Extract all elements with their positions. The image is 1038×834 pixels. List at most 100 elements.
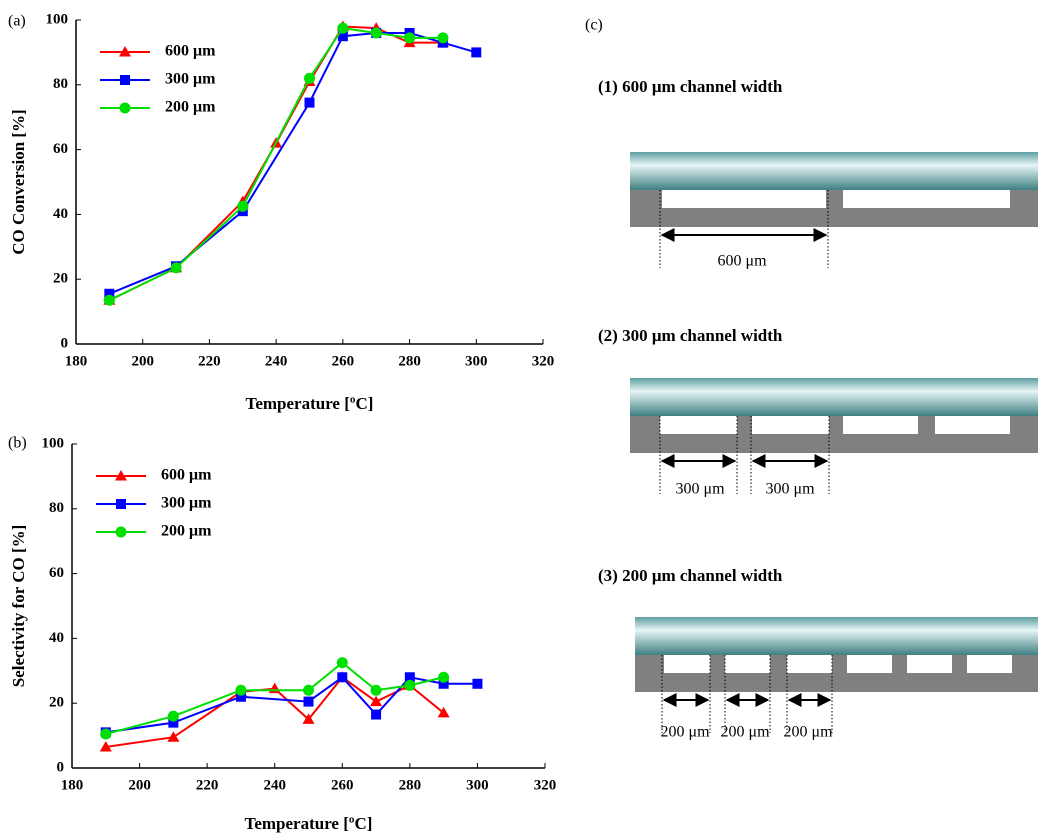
marker	[99, 740, 112, 752]
marker	[237, 200, 249, 212]
panel-label: (c)	[585, 17, 603, 34]
y-tick-label: 100	[46, 11, 69, 27]
marker	[115, 470, 127, 481]
channel	[662, 190, 826, 208]
x-tick-label: 240	[265, 353, 288, 369]
marker	[115, 526, 127, 538]
y-tick-label: 100	[42, 435, 65, 451]
y-tick-label: 80	[49, 500, 64, 516]
panel-label: (b)	[8, 435, 27, 452]
marker	[104, 288, 115, 299]
marker	[167, 731, 180, 742]
y-tick-label: 80	[53, 76, 68, 92]
marker	[167, 710, 179, 722]
marker	[437, 706, 450, 718]
marker	[120, 75, 130, 85]
channel	[935, 416, 1010, 434]
tube	[630, 152, 1038, 190]
marker	[235, 684, 247, 696]
marker	[371, 709, 382, 720]
channel	[843, 416, 918, 434]
marker	[471, 47, 482, 58]
x-tick-label: 220	[198, 353, 221, 369]
y-tick-label: 60	[49, 565, 64, 581]
x-tick-label: 320	[532, 353, 555, 369]
dimension-label: 200 μm	[720, 724, 770, 741]
dimension-label: 600 μm	[717, 253, 767, 270]
x-tick-label: 320	[534, 777, 557, 793]
marker	[170, 262, 182, 274]
channel	[752, 416, 829, 434]
marker	[370, 695, 383, 707]
section-title: (3) 200 μm channel width	[598, 566, 783, 585]
x-tick-label: 220	[196, 777, 219, 793]
y-axis-label: CO Conversion [%]	[9, 109, 28, 254]
dimension-label: 200 μm	[660, 724, 710, 741]
marker	[370, 684, 382, 696]
channel	[907, 655, 952, 673]
tube	[630, 378, 1038, 416]
y-axis-label: Selectivity for CO [%]	[9, 525, 28, 688]
marker	[404, 32, 416, 44]
y-tick-label: 60	[53, 141, 68, 157]
x-tick-label: 280	[398, 353, 421, 369]
marker	[304, 97, 315, 108]
y-tick-label: 40	[53, 206, 68, 222]
x-tick-label: 300	[465, 353, 488, 369]
channel	[967, 655, 1012, 673]
marker	[437, 32, 449, 44]
panel-label: (a)	[8, 13, 26, 30]
dimension-label: 300 μm	[675, 481, 725, 498]
marker	[438, 678, 449, 689]
marker	[304, 72, 315, 84]
section-title: (1) 600 μm channel width	[598, 77, 783, 96]
channel	[664, 655, 710, 673]
x-tick-label: 300	[466, 777, 489, 793]
y-tick-label: 40	[49, 630, 64, 646]
x-tick-label: 260	[331, 777, 354, 793]
x-tick-label: 180	[61, 777, 84, 793]
channel	[787, 655, 832, 673]
marker	[336, 657, 348, 669]
y-tick-label: 0	[57, 759, 65, 775]
legend-label: 300 μm	[161, 495, 212, 512]
legend-label: 200 μm	[165, 99, 216, 116]
legend-label: 200 μm	[161, 523, 212, 540]
x-axis-label: Temperature [ºC]	[246, 394, 374, 413]
marker	[404, 679, 416, 691]
dimension-label: 300 μm	[765, 481, 815, 498]
legend-label: 300 μm	[165, 71, 216, 88]
marker	[119, 46, 131, 57]
series-line	[105, 661, 444, 735]
section-title: (2) 300 μm channel width	[598, 326, 783, 345]
marker	[119, 102, 131, 114]
channel	[725, 655, 770, 673]
y-tick-label: 20	[53, 271, 68, 287]
marker	[337, 672, 348, 683]
x-axis-label: Temperature [ºC]	[245, 814, 373, 833]
marker	[438, 671, 450, 683]
y-tick-label: 20	[49, 695, 64, 711]
legend-label: 600 μm	[161, 467, 212, 484]
legend-label: 600 μm	[165, 43, 216, 60]
tube	[635, 617, 1038, 655]
x-tick-label: 240	[263, 777, 286, 793]
marker	[235, 691, 246, 702]
marker	[268, 682, 281, 694]
series-line	[108, 27, 443, 302]
series-line	[108, 25, 443, 302]
x-tick-label: 180	[65, 353, 88, 369]
dimension-label: 200 μm	[783, 724, 833, 741]
marker	[168, 717, 179, 728]
marker	[404, 672, 415, 683]
marker	[100, 728, 112, 740]
x-tick-label: 200	[131, 353, 154, 369]
x-tick-label: 280	[399, 777, 422, 793]
channel	[660, 416, 737, 434]
marker	[103, 294, 115, 306]
channel	[847, 655, 892, 673]
x-tick-label: 200	[128, 777, 151, 793]
marker	[302, 713, 315, 724]
marker	[303, 684, 314, 696]
